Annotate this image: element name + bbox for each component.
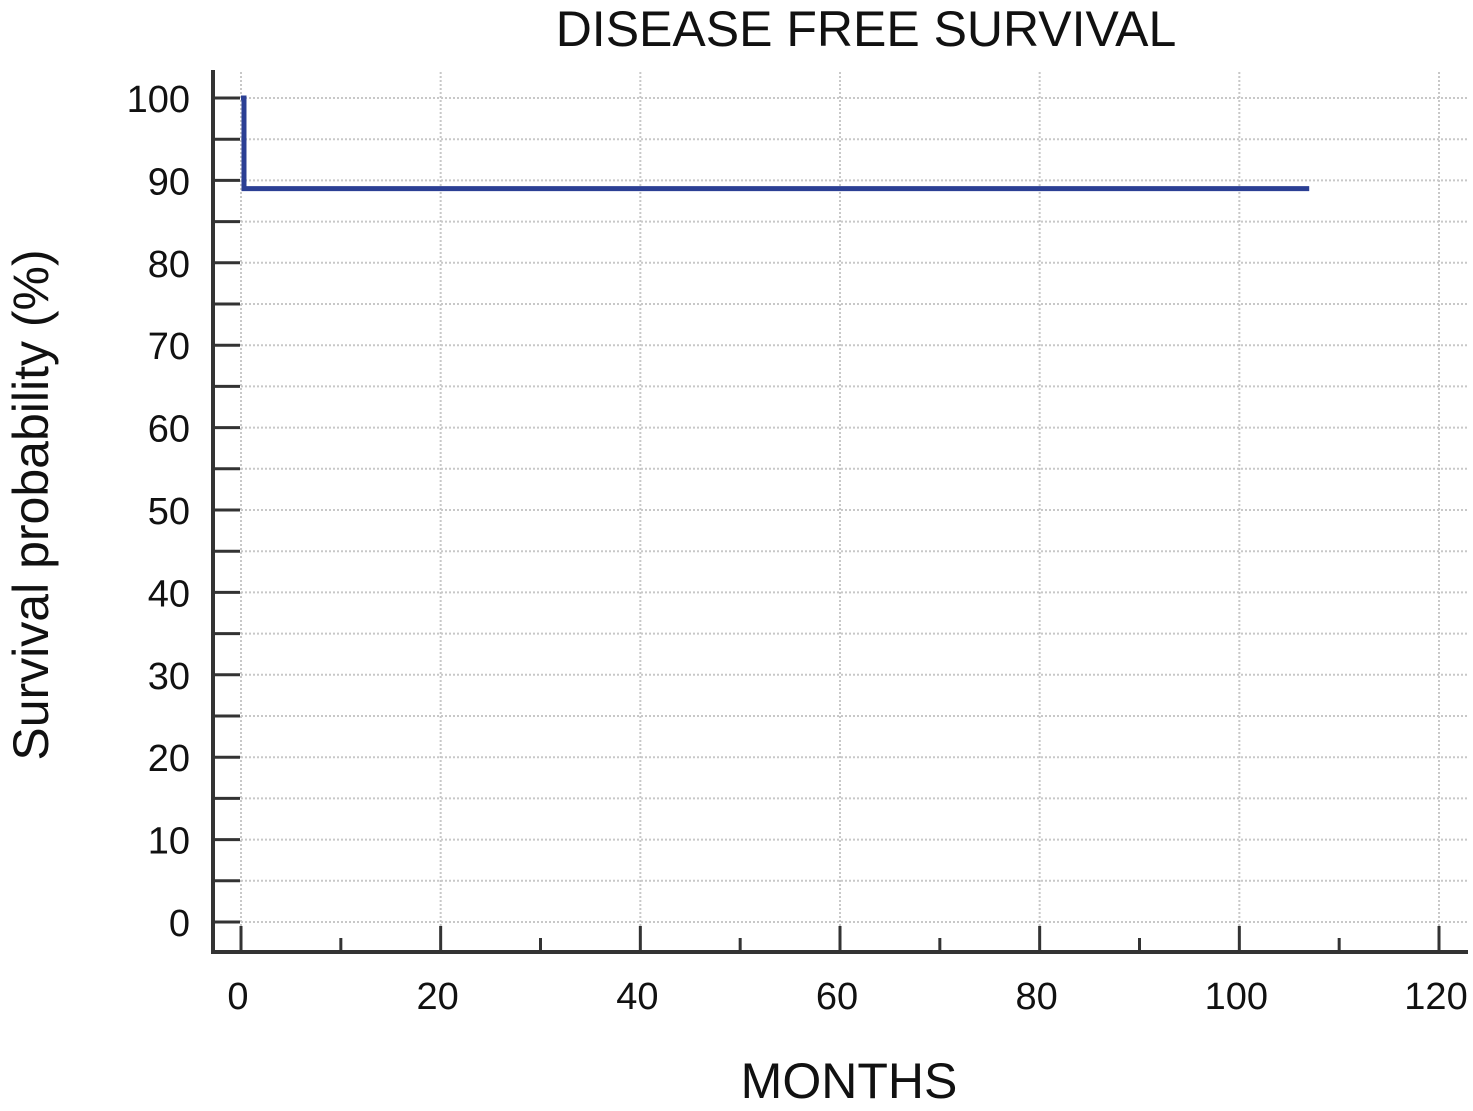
x-tick-label: 80 (1016, 976, 1058, 1018)
y-tick-label: 0 (169, 903, 190, 945)
x-tick-label: 20 (417, 976, 459, 1018)
y-tick-label: 20 (148, 738, 190, 780)
grid-lines (213, 72, 1467, 952)
tick-labels: 0 10 20 30 40 50 60 70 80 90 100 0 20 40 60 80 100 120 (127, 79, 1468, 1018)
x-tick-label: 120 (1404, 976, 1467, 1018)
y-tick-label: 80 (148, 244, 190, 286)
y-tick-label: 10 (148, 821, 190, 863)
y-tick-label: 40 (148, 573, 190, 615)
y-tick-label: 60 (148, 409, 190, 451)
series-lines (241, 95, 1310, 192)
y-tick-label: 50 (148, 491, 190, 533)
x-tick-label: 40 (616, 976, 658, 1018)
y-tick-label: 90 (148, 161, 190, 203)
x-axis-label: MONTHS (741, 1053, 958, 1109)
tick-marks (213, 96, 1441, 952)
y-tick-label: 70 (148, 326, 190, 368)
y-tick-label: 30 (148, 656, 190, 698)
x-tick-label: 0 (227, 976, 248, 1018)
y-tick-label: 100 (127, 79, 190, 121)
chart-title: DISEASE FREE SURVIVAL (556, 1, 1177, 57)
x-tick-label: 60 (816, 976, 858, 1018)
survival-curve (241, 95, 1310, 192)
y-axis-label: Survival probability (%) (3, 249, 59, 760)
x-tick-label: 100 (1205, 976, 1268, 1018)
